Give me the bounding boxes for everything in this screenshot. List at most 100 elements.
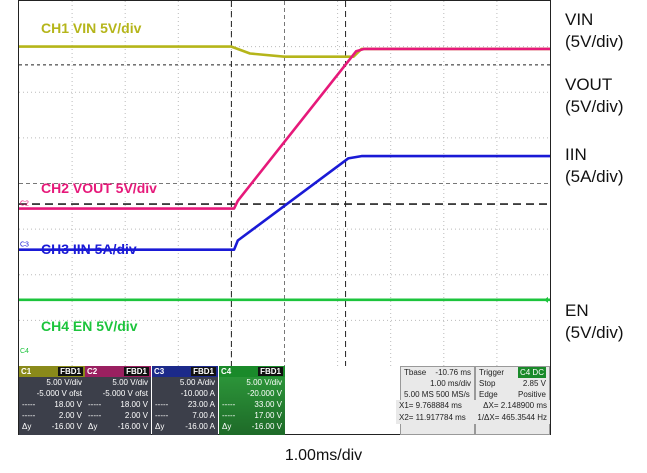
channel-panel-c3: C3 FBD1 5.00 A/div -10.000 A ----- 23.00 A ---… bbox=[152, 366, 218, 435]
cursor-x2: X2= 11.917784 ms bbox=[399, 413, 466, 422]
trace-ch2 bbox=[19, 47, 550, 210]
channel-row-key: Δy bbox=[88, 422, 98, 431]
channel-panel-row: ----- 18.00 V bbox=[85, 399, 151, 410]
side-label-vout-scale: (5V/div) bbox=[565, 97, 624, 116]
channel-panel-row: ----- 18.00 V bbox=[19, 399, 85, 410]
channel-panel-header: C3 FBD1 bbox=[152, 366, 218, 377]
cursor-readout: X1= 9.768884 ms ΔX= 2.148900 ms X2= 11.91… bbox=[396, 400, 550, 424]
side-label-vout-name: VOUT bbox=[565, 75, 613, 94]
channel-tag: C2 bbox=[87, 367, 98, 376]
trigger-type: Edge bbox=[479, 390, 498, 399]
channel-row-value: 2.00 V bbox=[124, 411, 148, 420]
channel-row-value: 2.00 V bbox=[58, 411, 82, 420]
cursor-x1: X1= 9.768884 ms bbox=[399, 401, 462, 410]
channel-row-value: 5.00 V/div bbox=[46, 378, 82, 387]
channel-panel-row: ----- 7.00 A bbox=[152, 410, 218, 421]
channel-panel-row: ----- 2.00 V bbox=[19, 410, 85, 421]
channel-marker-c3: C3 bbox=[20, 242, 29, 249]
side-label-vout: VOUT (5V/div) bbox=[565, 74, 624, 118]
channel-row-value: 5.00 V/div bbox=[112, 378, 148, 387]
side-label-vin-name: VIN bbox=[565, 10, 594, 29]
channel-panel-row: -20.000 V bbox=[219, 388, 285, 399]
side-label-iin: IIN (5A/div) bbox=[565, 144, 624, 188]
channel-panel-row: 5.00 A/div bbox=[152, 377, 218, 388]
channel-panel-row: 5.00 V/div bbox=[19, 377, 85, 388]
channel-panel-row: -5.000 V ofst bbox=[85, 388, 151, 399]
channel-tag: C1 bbox=[21, 367, 32, 376]
channel-panel-row: ----- 23.00 A bbox=[152, 399, 218, 410]
channel-row-value: 18.00 V bbox=[120, 400, 148, 409]
trigger-badge: C4 DC bbox=[517, 367, 546, 378]
channel-marker-c4: C4 bbox=[20, 348, 29, 355]
channel-panel-row: Δy -16.00 V bbox=[19, 421, 85, 432]
channel-panel-row: ----- 17.00 V bbox=[219, 410, 285, 421]
channel-panel-row: ----- 2.00 V bbox=[85, 410, 151, 421]
channel-row-key: ----- bbox=[88, 400, 102, 409]
channel-row-value: -16.00 V bbox=[51, 422, 82, 431]
channel-row-value: -16.00 A bbox=[185, 422, 215, 431]
channel-panel-row: -10.000 A bbox=[152, 388, 218, 399]
channel-badge: FBD1 bbox=[58, 367, 83, 376]
x-axis-timebase-label: 1.00ms/div bbox=[284, 447, 363, 464]
sample-rate: 5.00 MS 500 MS/s bbox=[404, 390, 470, 399]
channel-row-value: -16.00 V bbox=[117, 422, 148, 431]
trace-label-ch1: CH1 VIN 5V/div bbox=[41, 20, 142, 36]
trace-label-ch2: CH2 VOUT 5V/div bbox=[41, 180, 157, 196]
tbase-value: -10.76 ms bbox=[435, 368, 471, 377]
channel-row-value: 23.00 A bbox=[187, 400, 215, 409]
channel-row-value: -10.000 A bbox=[180, 389, 215, 398]
channel-panel-row: -5.000 V ofst bbox=[19, 388, 85, 399]
channel-panel-c2: C2 FBD1 5.00 V/div -5.000 V ofst ----- 18.00 … bbox=[85, 366, 151, 435]
channel-row-value: -5.000 V ofst bbox=[36, 389, 82, 398]
channel-badge: FBD1 bbox=[258, 367, 283, 376]
channel-panel-c4: C4 FBD1 5.00 V/div -20.000 V ----- 33.00 V ---… bbox=[219, 366, 285, 435]
waveform-plot: CH1 VIN 5V/div CH2 VOUT 5V/div CH3 IIN 5A/… bbox=[19, 1, 550, 366]
channel-row-value: -5.000 V ofst bbox=[102, 389, 148, 398]
channel-row-value: 17.00 V bbox=[254, 411, 282, 420]
cursor-inv-dx: 1/ΔX= 465.3544 Hz bbox=[477, 413, 547, 422]
trigger-slope: Positive bbox=[517, 390, 546, 399]
channel-panel-row: 5.00 V/div bbox=[219, 377, 285, 388]
channel-panel-header: C2 FBD1 bbox=[85, 366, 151, 377]
channel-panel-row: Δy -16.00 V bbox=[219, 421, 285, 432]
tbase-label: Tbase bbox=[404, 368, 427, 377]
channel-row-key: ----- bbox=[155, 400, 169, 409]
side-label-iin-name: IIN bbox=[565, 145, 587, 164]
channel-row-key: Δy bbox=[22, 422, 32, 431]
channel-badge: FBD1 bbox=[191, 367, 216, 376]
channel-tag: C4 bbox=[221, 367, 232, 376]
trace-label-ch3: CH3 IIN 5A/div bbox=[41, 241, 137, 257]
channel-row-value: -16.00 V bbox=[251, 422, 282, 431]
trace-label-ch4: CH4 EN 5V/div bbox=[41, 318, 138, 334]
channel-row-key: ----- bbox=[222, 411, 236, 420]
side-label-en-name: EN bbox=[565, 301, 589, 320]
channel-panel-header: C1 FBD1 bbox=[19, 366, 85, 377]
channel-row-key: ----- bbox=[155, 411, 169, 420]
channel-tag: C3 bbox=[154, 367, 165, 376]
trigger-mode: Stop bbox=[479, 379, 496, 388]
channel-panel-row: 5.00 V/div bbox=[85, 377, 151, 388]
channel-badge: FBD1 bbox=[124, 367, 149, 376]
channel-marker-c2: C2 bbox=[20, 201, 29, 208]
timebase-div: 1.00 ms/div bbox=[430, 379, 471, 388]
channel-row-key: Δy bbox=[155, 422, 165, 431]
channel-panel-row: Δy -16.00 A bbox=[152, 421, 218, 432]
channel-row-key: ----- bbox=[22, 400, 36, 409]
side-label-vin: VIN (5V/div) bbox=[565, 9, 624, 53]
channel-row-value: 7.00 A bbox=[192, 411, 215, 420]
channel-row-key: ----- bbox=[88, 411, 102, 420]
channel-row-key: ----- bbox=[222, 400, 236, 409]
channel-row-value: -20.000 V bbox=[247, 389, 282, 398]
side-label-en-scale: (5V/div) bbox=[565, 323, 624, 342]
channel-panel-c1: C1 FBD1 5.00 V/div -5.000 V ofst ----- 18.00 … bbox=[19, 366, 85, 435]
side-label-iin-scale: (5A/div) bbox=[565, 167, 624, 186]
channel-panel-header: C4 FBD1 bbox=[219, 366, 285, 377]
channel-row-value: 18.00 V bbox=[54, 400, 82, 409]
side-label-vin-scale: (5V/div) bbox=[565, 32, 624, 51]
trace-ch3 bbox=[19, 154, 550, 251]
channel-row-value: 5.00 V/div bbox=[246, 378, 282, 387]
channel-panel-row: ----- 33.00 V bbox=[219, 399, 285, 410]
channel-panel-row: Δy -16.00 V bbox=[85, 421, 151, 432]
trigger-level: 2.85 V bbox=[522, 379, 546, 388]
channel-row-value: 33.00 V bbox=[254, 400, 282, 409]
